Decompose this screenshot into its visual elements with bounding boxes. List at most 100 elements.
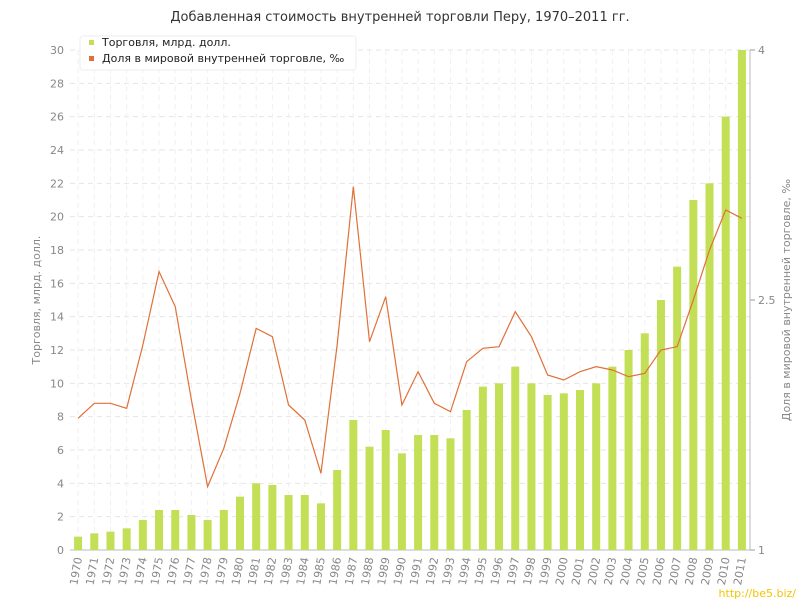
x-tick-label: 1985 xyxy=(310,556,328,586)
bar xyxy=(511,366,520,550)
x-tick-label: 1993 xyxy=(440,556,458,586)
bar xyxy=(171,510,180,550)
x-tick-label: 2006 xyxy=(650,556,668,586)
x-tick-label: 1989 xyxy=(375,556,393,586)
bar xyxy=(592,383,601,550)
y-tick-label: 2 xyxy=(57,511,64,524)
legend-swatch xyxy=(89,56,94,61)
bar xyxy=(478,386,487,550)
bar xyxy=(576,390,584,550)
legend-label: Доля в мировой внутренней торговле, ‰ xyxy=(102,52,345,65)
y2-tick-label: 4 xyxy=(758,44,765,57)
y2-tick-label: 2.5 xyxy=(758,294,776,307)
bar xyxy=(705,183,714,551)
x-tick-label: 1986 xyxy=(326,556,344,586)
y-tick-label: 28 xyxy=(50,77,64,90)
bar xyxy=(122,528,131,550)
y-tick-label: 20 xyxy=(50,211,64,224)
grid: 02468101214161820222426283012.5419701971… xyxy=(50,44,776,586)
x-tick-label: 1976 xyxy=(165,556,183,586)
y-tick-label: 0 xyxy=(57,544,64,557)
x-tick-label: 1988 xyxy=(359,556,377,586)
y-tick-label: 30 xyxy=(50,44,64,57)
y2-axis-title: Доля в мировой внутренней торговле, ‰ xyxy=(780,179,793,422)
x-tick-label: 1999 xyxy=(537,556,555,586)
legend-label: Торговля, млрд. долл. xyxy=(101,36,231,49)
bar xyxy=(316,503,325,550)
y-tick-label: 14 xyxy=(50,311,64,324)
x-tick-label: 1984 xyxy=(294,556,312,586)
y-tick-label: 18 xyxy=(50,244,64,257)
bar xyxy=(252,483,261,550)
marks xyxy=(74,50,746,551)
bar xyxy=(495,383,504,550)
bar xyxy=(446,438,455,550)
bar xyxy=(559,393,568,550)
bar xyxy=(155,510,164,550)
bar xyxy=(268,485,277,550)
bar xyxy=(349,420,358,550)
y-tick-label: 6 xyxy=(57,444,64,457)
x-tick-label: 1994 xyxy=(456,556,474,586)
x-tick-label: 2010 xyxy=(715,556,733,586)
x-tick-label: 1996 xyxy=(488,556,506,586)
bar xyxy=(462,410,471,550)
bar xyxy=(284,495,293,550)
bar xyxy=(737,50,746,550)
bar xyxy=(640,333,649,550)
x-tick-label: 2004 xyxy=(618,556,636,586)
bar xyxy=(689,200,698,550)
bar xyxy=(721,116,730,551)
bar xyxy=(414,435,423,550)
y-axis-title: Торговля, млрд. долл. xyxy=(30,236,43,366)
bar xyxy=(543,395,552,550)
x-tick-label: 1972 xyxy=(100,556,118,586)
x-tick-label: 2000 xyxy=(553,556,571,586)
y-tick-label: 16 xyxy=(50,277,64,290)
x-tick-label: 1971 xyxy=(84,556,102,586)
bar xyxy=(397,453,406,550)
legend-swatch xyxy=(89,40,94,45)
x-tick-label: 2001 xyxy=(569,556,587,586)
y2-tick-label: 1 xyxy=(758,544,765,557)
bar xyxy=(300,495,309,550)
x-tick-label: 2003 xyxy=(602,556,620,586)
y-tick-label: 12 xyxy=(50,344,64,357)
x-tick-label: 1997 xyxy=(505,556,523,586)
x-tick-label: 1983 xyxy=(278,556,296,586)
x-tick-label: 2002 xyxy=(585,556,603,586)
x-tick-label: 1992 xyxy=(424,556,442,586)
bar xyxy=(624,350,633,550)
bar xyxy=(673,266,682,550)
x-tick-label: 1970 xyxy=(67,556,85,586)
watermark: http://be5.biz/ xyxy=(719,587,797,600)
x-tick-label: 2005 xyxy=(634,556,652,586)
y-tick-label: 22 xyxy=(50,177,64,190)
bar xyxy=(656,300,665,550)
x-tick-label: 2009 xyxy=(699,556,717,586)
y-tick-label: 4 xyxy=(57,477,64,490)
y-tick-label: 26 xyxy=(50,111,64,124)
x-tick-label: 2008 xyxy=(683,556,701,586)
x-tick-label: 1978 xyxy=(197,556,215,586)
bar xyxy=(138,520,147,550)
x-tick-label: 1998 xyxy=(521,556,539,586)
bar xyxy=(90,533,99,550)
x-tick-label: 2011 xyxy=(731,556,749,586)
bar xyxy=(219,510,228,550)
legend-box xyxy=(79,35,357,71)
x-tick-label: 1979 xyxy=(213,556,231,586)
y-tick-label: 8 xyxy=(57,411,64,424)
x-tick-label: 1987 xyxy=(343,556,361,586)
y-tick-label: 10 xyxy=(50,377,64,390)
x-tick-label: 1977 xyxy=(181,556,199,586)
bar xyxy=(333,470,342,550)
x-tick-label: 1981 xyxy=(245,556,263,586)
x-tick-label: 1982 xyxy=(262,556,280,586)
bar xyxy=(106,531,115,550)
line xyxy=(77,186,743,489)
bar xyxy=(203,520,212,550)
bar xyxy=(527,383,536,550)
bar xyxy=(74,536,83,550)
x-tick-label: 1990 xyxy=(391,556,409,586)
